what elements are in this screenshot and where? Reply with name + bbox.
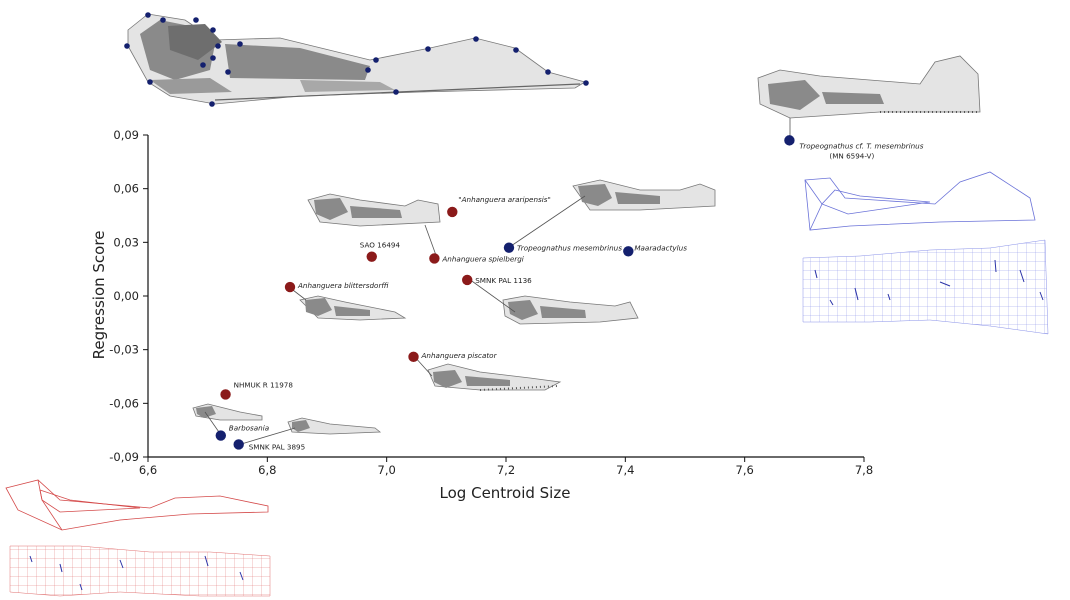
point-label: Anhanguera blittersdorffi [297, 281, 389, 290]
point-label: Barbosania [229, 424, 269, 433]
skull-upper-right [572, 179, 716, 211]
data-point [784, 135, 795, 146]
x-tick-label: 7,0 [378, 463, 396, 477]
blue-wireframe-diagram [804, 171, 1036, 231]
red-wireframe-diagram [5, 479, 269, 531]
point-label: Maaradactylus [634, 243, 687, 252]
y-tick-label: -0,06 [109, 396, 139, 410]
point-label: SMNK PAL 1136 [475, 276, 532, 285]
data-point [408, 351, 419, 363]
landmark-dots [124, 12, 589, 107]
chart-ticks: 6,6 6,8 7,0 7,2 7,4 7,6 7,8 0,09 0,06 0,03 0,00 -0,… [109, 128, 873, 477]
connector-lines [204, 118, 791, 446]
x-tick-label: 7,2 [497, 463, 515, 477]
data-point [366, 251, 377, 262]
data-point [220, 389, 231, 400]
skull-center-right [502, 295, 639, 325]
data-point [503, 242, 515, 253]
y-tick-label: 0,03 [113, 235, 139, 249]
point-label: Anhanguera spielbergi [441, 254, 523, 263]
data-point [233, 439, 244, 450]
x-tick-label: 7,4 [616, 463, 634, 477]
x-tick-label: 7,6 [736, 463, 754, 477]
y-axis-title: Regression Score [90, 231, 108, 360]
x-tick-label: 6,6 [139, 463, 157, 477]
y-tick-label: 0,09 [113, 128, 139, 142]
y-tick-label: -0,09 [109, 450, 139, 464]
data-point [429, 253, 440, 264]
point-label: SMNK PAL 3895 [249, 442, 306, 451]
point-label: SAO 16494 [360, 241, 401, 250]
skull-piscator [427, 363, 562, 391]
data-point [447, 206, 458, 218]
point-label: "Anhanguera araripensis" [458, 195, 551, 204]
y-tick-label: 0,06 [113, 182, 139, 196]
skull-top-right [757, 55, 981, 119]
skull-upper-middle [307, 193, 441, 227]
x-tick-label: 6,8 [258, 463, 276, 477]
skull-smnk-3895 [287, 417, 382, 435]
point-label-secondary: (MN 6594-V) [829, 151, 874, 160]
blue-deformation-grid [802, 239, 1049, 335]
chart-axes [147, 135, 864, 458]
data-point [623, 246, 634, 257]
point-label: Tropeognathus cf. T. mesembrinus [799, 141, 923, 150]
y-tick-label: 0,00 [113, 289, 139, 303]
skull-barbosania [192, 403, 263, 421]
skull-left-middle [299, 295, 407, 321]
point-label: Tropeognathus mesembrinus [517, 244, 622, 253]
y-tick-label: -0,03 [109, 343, 139, 357]
data-point [284, 281, 296, 293]
red-deformation-grid [9, 545, 271, 597]
point-label: NHMUK R 11978 [234, 380, 294, 389]
large-skull-illustration [127, 13, 587, 105]
x-axis-title: Log Centroid Size [440, 484, 571, 502]
data-point [215, 430, 226, 441]
x-tick-label: 7,8 [855, 463, 873, 477]
data-point [462, 274, 473, 286]
point-label: Anhanguera piscator [421, 351, 498, 360]
data-points: Tropeognathus cf. T. mesembrinus(MN 6594… [215, 135, 924, 451]
